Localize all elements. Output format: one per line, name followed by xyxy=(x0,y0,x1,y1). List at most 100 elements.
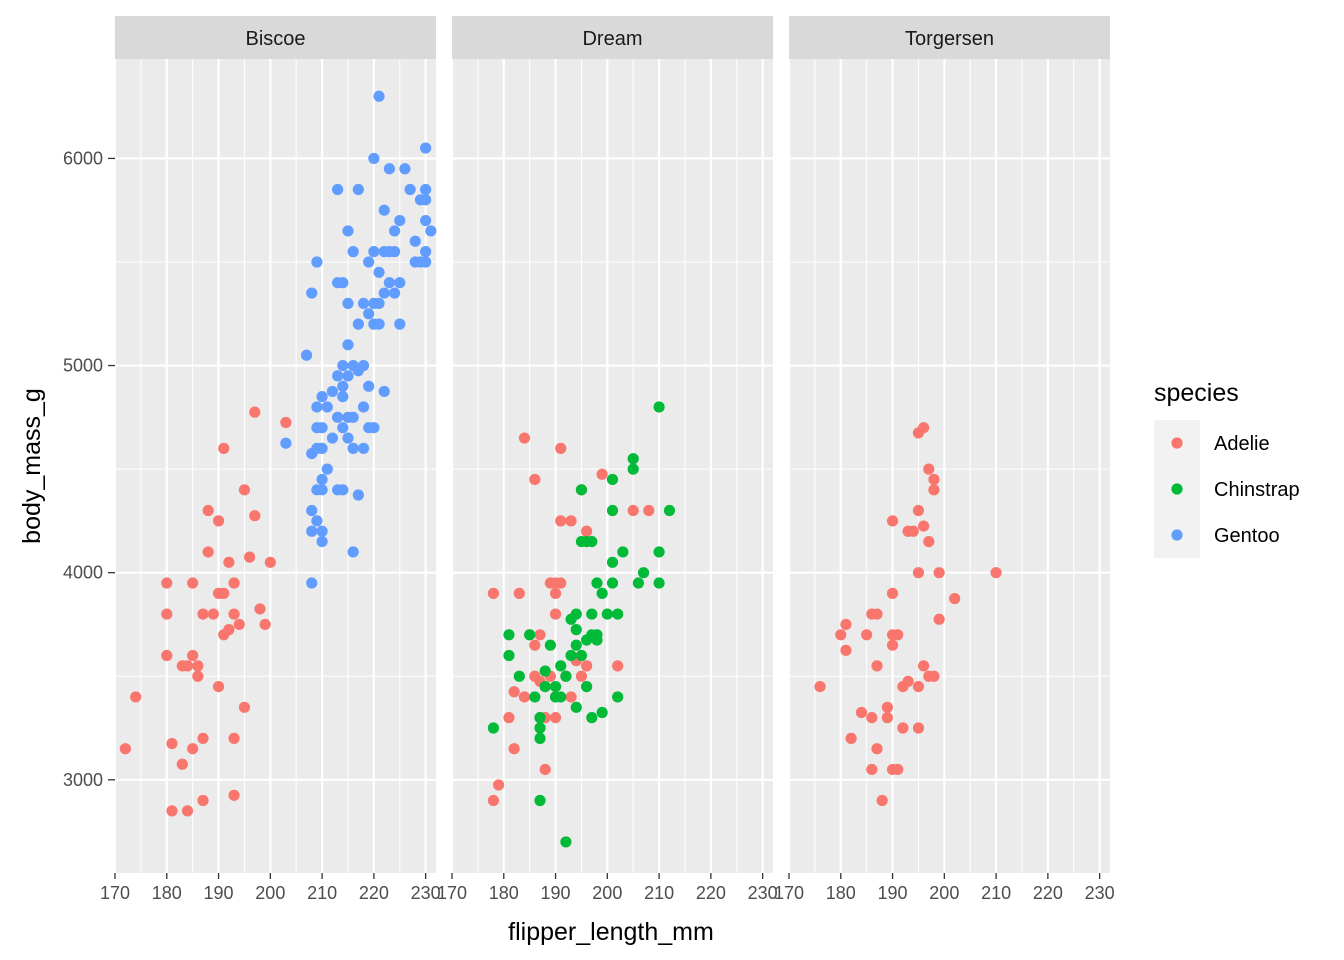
data-point-adelie xyxy=(928,484,940,496)
data-point-chinstrap xyxy=(596,706,608,719)
panel-background xyxy=(452,59,773,873)
legend-label: Adelie xyxy=(1214,433,1270,455)
data-point-chinstrap xyxy=(653,546,665,558)
y-axis: 3000 4000 5000 6000 xyxy=(63,148,115,790)
legend-label: Chinstrap xyxy=(1214,479,1300,501)
data-point-adelie xyxy=(503,712,515,724)
data-point-gentoo xyxy=(311,256,323,268)
data-point-adelie xyxy=(202,504,214,517)
data-point-adelie xyxy=(892,763,904,776)
data-point-chinstrap xyxy=(627,453,639,465)
data-point-chinstrap xyxy=(586,712,598,724)
data-point-gentoo xyxy=(373,90,385,102)
data-point-gentoo xyxy=(306,504,318,517)
data-point-adelie xyxy=(534,629,546,641)
data-point-chinstrap xyxy=(534,712,546,724)
x-tick-label: 210 xyxy=(644,883,674,903)
data-point-gentoo xyxy=(363,256,375,268)
data-point-gentoo xyxy=(332,370,344,382)
x-tick-label: 220 xyxy=(359,883,389,903)
data-point-adelie xyxy=(549,608,562,620)
data-point-adelie xyxy=(876,794,888,807)
data-point-gentoo xyxy=(420,214,432,227)
data-point-chinstrap xyxy=(612,608,624,620)
data-point-gentoo xyxy=(363,380,375,392)
data-point-gentoo xyxy=(347,246,359,258)
y-tick-label: 4000 xyxy=(63,563,103,583)
data-point-gentoo xyxy=(388,287,401,299)
data-point-adelie xyxy=(238,701,251,713)
facet-label: Biscoe xyxy=(245,28,305,50)
x-tick-label: 220 xyxy=(696,883,726,903)
data-point-gentoo xyxy=(394,318,406,330)
x-tick-label: 180 xyxy=(152,883,182,903)
data-point-gentoo xyxy=(357,401,370,413)
x-tick-label: 200 xyxy=(929,883,959,903)
data-point-gentoo xyxy=(311,401,323,413)
data-point-adelie xyxy=(161,649,173,662)
data-point-gentoo xyxy=(342,225,354,237)
data-point-gentoo xyxy=(347,442,359,454)
x-tick-label: 210 xyxy=(981,883,1011,903)
data-point-adelie xyxy=(492,779,505,791)
data-point-gentoo xyxy=(342,297,354,310)
data-point-adelie xyxy=(119,743,131,755)
data-point-gentoo xyxy=(378,287,390,299)
data-point-gentoo xyxy=(373,297,385,310)
data-point-adelie xyxy=(912,722,925,734)
x-tick-label: 180 xyxy=(489,883,519,903)
data-point-adelie xyxy=(840,618,852,631)
data-point-adelie xyxy=(228,577,240,589)
data-point-gentoo xyxy=(368,246,380,258)
data-point-adelie xyxy=(928,670,940,682)
data-point-adelie xyxy=(897,722,909,734)
data-point-chinstrap xyxy=(555,660,567,672)
data-point-gentoo xyxy=(311,515,323,527)
data-point-adelie xyxy=(912,504,925,517)
data-point-adelie xyxy=(212,680,225,693)
data-point-gentoo xyxy=(378,385,390,398)
data-point-gentoo xyxy=(337,484,349,496)
data-point-chinstrap xyxy=(503,629,515,641)
x-tick-label: 170 xyxy=(100,883,130,903)
data-point-gentoo xyxy=(316,473,328,486)
data-point-chinstrap xyxy=(575,484,588,496)
data-point-chinstrap xyxy=(586,608,598,620)
x-tick-label: 190 xyxy=(204,883,234,903)
data-point-chinstrap xyxy=(632,577,644,589)
data-point-gentoo xyxy=(357,297,370,310)
data-point-adelie xyxy=(840,644,852,656)
data-point-adelie xyxy=(187,649,199,662)
data-point-chinstrap xyxy=(560,836,572,848)
legend-swatch-adelie xyxy=(1171,437,1183,449)
data-point-adelie xyxy=(280,416,292,429)
data-point-adelie xyxy=(918,422,930,434)
legend-swatch-gentoo xyxy=(1171,529,1183,541)
data-point-gentoo xyxy=(300,349,313,361)
panel-biscoe: Biscoe 170 180 190 200 210 220 230 xyxy=(100,16,441,903)
data-point-adelie xyxy=(197,608,209,620)
data-point-gentoo xyxy=(394,277,406,289)
data-point-gentoo xyxy=(316,422,328,434)
data-point-gentoo xyxy=(316,525,328,537)
data-point-gentoo xyxy=(332,183,344,196)
x-tick-label: 190 xyxy=(541,883,571,903)
data-point-adelie xyxy=(871,608,883,620)
data-point-gentoo xyxy=(352,183,364,196)
data-point-adelie xyxy=(886,587,899,599)
data-point-chinstrap xyxy=(513,670,525,682)
data-point-adelie xyxy=(161,608,173,620)
panel-dream: Dream 170 180 190 200 210 220 230 xyxy=(437,16,778,903)
data-point-adelie xyxy=(254,603,266,615)
data-point-gentoo xyxy=(337,422,349,434)
x-tick-label: 230 xyxy=(411,883,441,903)
data-point-adelie xyxy=(228,732,240,744)
legend-swatch-chinstrap xyxy=(1171,483,1183,495)
data-point-adelie xyxy=(192,670,204,682)
x-tick-label: 190 xyxy=(878,883,908,903)
data-point-adelie xyxy=(197,794,209,807)
data-point-gentoo xyxy=(388,246,401,258)
data-point-gentoo xyxy=(337,391,349,403)
data-point-adelie xyxy=(581,525,593,537)
data-point-adelie xyxy=(912,680,925,693)
